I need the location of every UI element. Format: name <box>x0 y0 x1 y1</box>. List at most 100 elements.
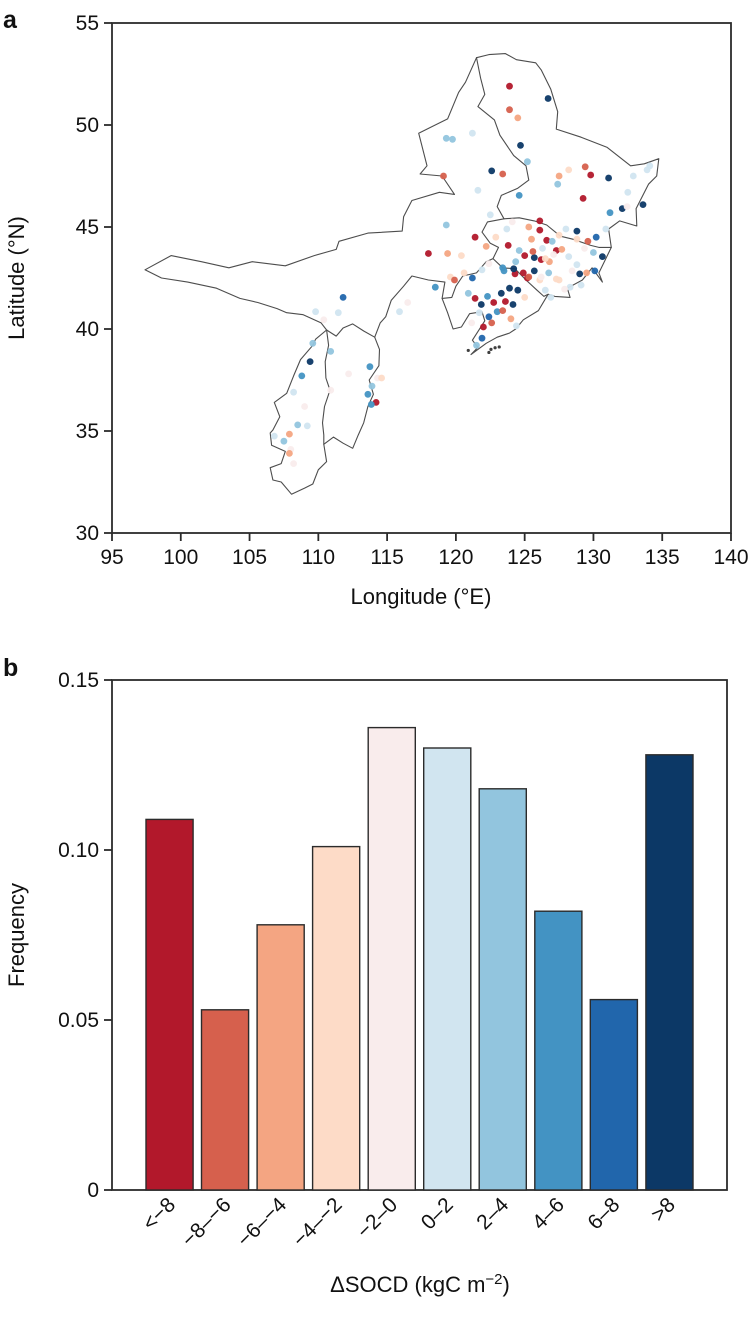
map-point <box>521 294 529 301</box>
map-point <box>442 221 450 229</box>
bar <box>311 845 361 1191</box>
map-point <box>334 309 342 317</box>
map-point <box>554 180 562 188</box>
map-point <box>514 114 522 122</box>
x-tick-label: 125 <box>507 546 542 569</box>
map-point <box>396 308 403 316</box>
map-point <box>458 252 465 259</box>
map-point <box>301 403 308 410</box>
map-point <box>581 163 589 171</box>
y-tick-label: 0.10 <box>58 839 99 862</box>
map-point <box>507 315 515 323</box>
map-point <box>306 358 314 365</box>
map-point <box>602 225 610 233</box>
map-point <box>591 267 599 275</box>
y-tick-label: 50 <box>76 114 99 137</box>
map-point <box>562 225 570 233</box>
map-point <box>490 299 498 306</box>
map-point <box>488 319 496 327</box>
map-point <box>451 276 458 284</box>
bar <box>256 924 305 1191</box>
map-point <box>545 269 553 277</box>
map-point <box>474 186 482 194</box>
bar <box>478 788 528 1191</box>
bar-category-label: >8 <box>647 1193 680 1226</box>
map-point <box>303 422 311 430</box>
map-point <box>464 289 472 297</box>
map-point <box>499 264 507 272</box>
map-point <box>506 284 513 292</box>
bar <box>367 726 417 1191</box>
map-point <box>442 134 450 142</box>
x-tick-label: 115 <box>370 546 403 569</box>
map-plot: 95 100 105 110 115 120 125 130 135 140 30 35 40 45 50 5… <box>76 12 748 569</box>
map-point <box>515 247 523 254</box>
map-point <box>477 301 485 308</box>
x-tick-label: 120 <box>438 546 473 569</box>
bar <box>534 910 583 1191</box>
map-point <box>550 251 557 258</box>
map-point <box>506 82 513 90</box>
map-point <box>503 225 511 233</box>
bar-category-label: −8–−6 <box>177 1193 235 1251</box>
map-point <box>639 201 647 209</box>
map-point <box>514 286 522 294</box>
map-point <box>573 235 581 243</box>
map-point <box>486 211 494 219</box>
bar-category-label: 2–4 <box>472 1193 513 1234</box>
map-point <box>286 450 293 457</box>
y-tick-label: 35 <box>76 420 99 443</box>
map-point <box>584 237 592 245</box>
x-tick-label: 130 <box>576 546 611 569</box>
map-point <box>624 188 632 196</box>
panel-a-letter: a <box>3 6 18 34</box>
map-point <box>525 223 533 231</box>
bar <box>423 747 472 1191</box>
panel-b-letter: b <box>3 654 18 682</box>
bar-category-label: −4–−2 <box>288 1193 346 1251</box>
map-point <box>568 267 576 275</box>
map-point <box>320 316 328 324</box>
map-point <box>521 252 529 259</box>
map-point <box>286 430 293 438</box>
map-point <box>502 298 509 305</box>
map-point <box>565 253 573 260</box>
map-point <box>506 106 513 114</box>
map-point <box>539 245 546 252</box>
map-point <box>511 270 519 278</box>
map-point <box>530 254 538 261</box>
socd-axis-title-main: ΔSOCD (kgC m <box>330 1272 485 1297</box>
map-point <box>583 269 590 277</box>
island-mark <box>489 347 493 351</box>
socd-axis-title-superscript: −2 <box>485 1271 502 1288</box>
map-point <box>577 281 585 289</box>
map-point <box>528 235 535 243</box>
y-tick-label: 55 <box>76 12 99 35</box>
map-point <box>623 203 631 211</box>
map-point <box>548 237 556 245</box>
bar-category-label: <−8 <box>138 1193 180 1235</box>
map-point <box>425 250 432 257</box>
bar-category-label: −6–−4 <box>233 1193 292 1252</box>
map-point <box>469 274 476 282</box>
bar-category-label: −2–0 <box>353 1193 403 1243</box>
map-point <box>629 172 637 180</box>
map-point <box>364 390 372 398</box>
map-point <box>555 172 563 180</box>
map-point <box>484 293 491 300</box>
map-point <box>541 255 549 262</box>
map-point <box>290 388 297 396</box>
map-point <box>473 341 480 349</box>
map-point <box>525 273 533 281</box>
map-point <box>565 166 573 174</box>
map-point <box>547 294 555 301</box>
map-point <box>573 261 581 269</box>
x-tick-label: 105 <box>232 546 267 569</box>
map-point <box>312 308 319 316</box>
map-point <box>573 227 581 235</box>
map-point <box>444 250 451 257</box>
map-point <box>475 309 483 317</box>
map-point <box>513 322 520 330</box>
